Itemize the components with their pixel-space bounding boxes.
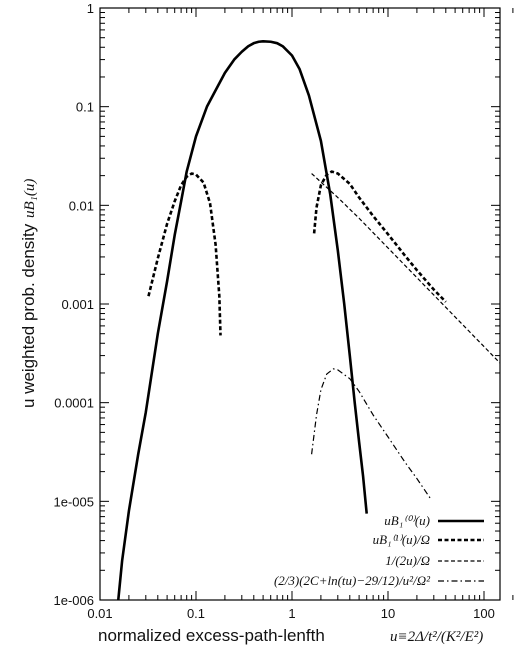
y-axis-math-label: uB₁(u) [22, 179, 38, 218]
y-tick-label: 0.1 [76, 100, 94, 115]
x-tick-label: 0.01 [87, 606, 112, 621]
x-tick-label: 1 [288, 606, 295, 621]
y-tick-label: 0.001 [61, 297, 94, 312]
x-axis-math-label: u≡2Δ/t²/(K²/E²) [390, 629, 483, 645]
axis-ticks: 0.01 0.1 1 10 100 1e-006 1e-005 0.0001 0.001 0.01… [54, 1, 514, 621]
y-tick-label: 1 [87, 1, 94, 16]
x-tick-label: 10 [381, 606, 395, 621]
x-axis-label: normalized excess-path-lenfth [98, 626, 325, 645]
y-tick-label: 0.0001 [54, 396, 94, 411]
plot-frame [99, 7, 501, 601]
y-tick-label: 1e-006 [54, 593, 94, 608]
legend-label-3: 1/(2u)/Ω [385, 553, 430, 568]
x-tick-label: 100 [473, 606, 495, 621]
x-tick-label: 0.1 [187, 606, 205, 621]
series-line-1 [116, 39, 368, 600]
legend: uB₁⁽⁰⁾(u) uB₁⁽¹⁾(u)/Ω 1/(2u)/Ω (2/3)(2C+ln(… [274, 513, 484, 588]
y-axis-label: u weighted prob. density [19, 223, 38, 408]
legend-label-1: uB₁⁽⁰⁾(u) [384, 513, 430, 528]
series-line-4 [311, 368, 432, 500]
legend-label-4: (2/3)(2C+ln(tu)−29/12)/u²/Ω² [274, 573, 431, 588]
plot-marks [116, 39, 500, 600]
y-tick-label: 1e-005 [54, 494, 94, 509]
series-line-2-part-1 [147, 172, 222, 336]
legend-label-2: uB₁⁽¹⁾(u)/Ω [373, 532, 430, 547]
y-tick-label: 0.01 [69, 198, 94, 213]
series-line-2-part-2 [312, 170, 447, 303]
